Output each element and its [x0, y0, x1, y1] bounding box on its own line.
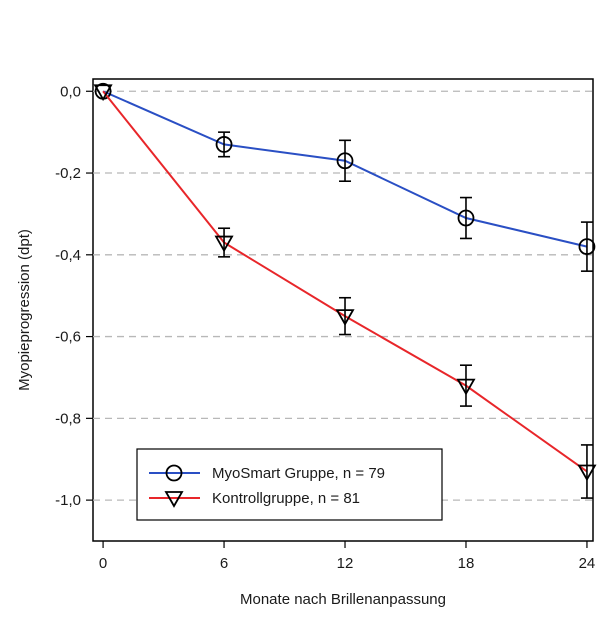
- y-axis-title: Myopieprogression (dpt): [16, 229, 33, 391]
- legend: MyoSmart Gruppe, n = 79 Kontrollgruppe, n…: [136, 448, 443, 521]
- x-tick-label: 6: [220, 555, 228, 572]
- legend-label: Kontrollgruppe, n = 81: [212, 490, 360, 507]
- axes: 0,0 -0,2 -0,4 -0,6 -0,8 -1,0 0 6 12 18 24: [55, 83, 595, 572]
- legend-items: MyoSmart Gruppe, n = 79 Kontrollgruppe, n…: [149, 464, 385, 508]
- error-bar: [339, 296, 352, 336]
- x-tick-label: 24: [579, 555, 596, 572]
- y-tick-label: -0,4: [55, 247, 81, 264]
- data-point: [457, 209, 475, 227]
- data-point: [93, 84, 113, 102]
- x-tick-label: 12: [337, 555, 354, 572]
- error-bar: [580, 444, 593, 499]
- y-tick-label: 0,0: [60, 83, 81, 100]
- series-1: [94, 82, 596, 272]
- legend-label: MyoSmart Gruppe, n = 79: [212, 465, 385, 482]
- legend-entry: MyoSmart Gruppe, n = 79: [149, 464, 385, 482]
- plot-frame: [92, 78, 594, 542]
- legend-entry: Kontrollgruppe, n = 81: [149, 490, 360, 508]
- grid-lines: [93, 90, 593, 501]
- data-point: [214, 235, 234, 253]
- error-bar: [459, 364, 472, 407]
- data-series: [93, 82, 597, 499]
- data-point: [577, 464, 597, 482]
- y-tick-label: -1,0: [55, 492, 81, 509]
- error-bar: [580, 221, 593, 272]
- error-bar: [459, 196, 472, 240]
- x-tick-label: 0: [99, 555, 107, 572]
- data-point: [456, 378, 476, 396]
- data-point: [336, 152, 354, 170]
- x-axis-title: Monate nach Brillenanpassung: [240, 591, 446, 608]
- data-point: [215, 136, 233, 153]
- legend-marker: [164, 491, 184, 508]
- legend-marker: [165, 464, 183, 482]
- legend-box: [136, 448, 443, 521]
- x-tick-label: 18: [458, 555, 475, 572]
- data-point: [335, 309, 355, 326]
- y-tick-label: -0,2: [55, 165, 81, 182]
- y-tick-label: -0,6: [55, 329, 81, 346]
- error-bar: [339, 139, 352, 183]
- series-2: [93, 84, 597, 499]
- y-tick-label: -0,8: [55, 410, 81, 427]
- data-point: [578, 238, 596, 256]
